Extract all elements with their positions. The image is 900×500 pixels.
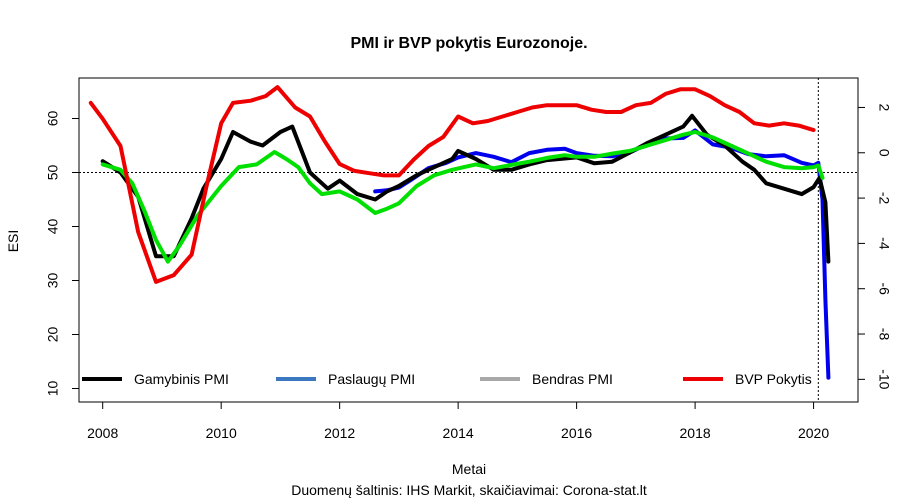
legend-label: Gamybinis PMI	[134, 371, 229, 387]
y-tick-label-right: -8	[876, 328, 892, 341]
series-layer	[88, 85, 831, 380]
x-tick-label: 2020	[798, 425, 829, 441]
y-tick-label-left: 40	[45, 219, 61, 235]
y-tick-label-left: 30	[45, 273, 61, 289]
x-tick-label: 2016	[561, 425, 592, 441]
y-axis-left: 10 20 30 40 50 60	[45, 111, 80, 397]
source-caption: Duomenų šaltinis: IHS Markit, skaičiavim…	[291, 482, 647, 498]
series-line-bendras-pmi	[100, 130, 825, 264]
x-tick-label: 2010	[206, 425, 237, 441]
y-tick-label-right: -10	[876, 369, 892, 389]
legend: Gamybinis PMI Paslaugų PMI Bendras PMI BVP …	[82, 371, 812, 387]
x-tick-label: 2008	[87, 425, 118, 441]
chart-title: PMI ir BVP pokytis Eurozonoje.	[350, 35, 587, 52]
x-axis-label: Metai	[452, 461, 486, 477]
x-tick-label: 2012	[324, 425, 355, 441]
series-line-gamybinis-pmi	[100, 113, 831, 264]
x-tick-label: 2018	[680, 425, 711, 441]
y-tick-label-right: -6	[876, 282, 892, 295]
legend-label: Paslaugų PMI	[328, 371, 415, 387]
y-tick-label-right: -2	[876, 192, 892, 205]
y-tick-label-left: 20	[45, 327, 61, 343]
y-tick-label-right: 0	[876, 149, 892, 157]
series-line-bvp-pokytis	[88, 85, 816, 284]
x-axis: 2008 2010 2012 2014 2016 2018 2020	[87, 401, 829, 441]
y-tick-label-left: 50	[45, 165, 61, 181]
y-tick-label-left: 60	[45, 111, 61, 127]
y-tick-label-left: 10	[45, 381, 61, 397]
x-tick-label: 2014	[443, 425, 474, 441]
y-axis-right: -10 -8 -6 -4 -2 0 2	[857, 104, 892, 390]
series-line-paslaugu-pmi	[373, 128, 831, 380]
legend-label: Bendras PMI	[532, 371, 613, 387]
y-tick-label-right: -4	[876, 237, 892, 250]
legend-label: BVP Pokytis	[735, 371, 812, 387]
y-axis-label-left: ESI	[5, 230, 21, 253]
y-tick-label-right: 2	[876, 104, 892, 112]
